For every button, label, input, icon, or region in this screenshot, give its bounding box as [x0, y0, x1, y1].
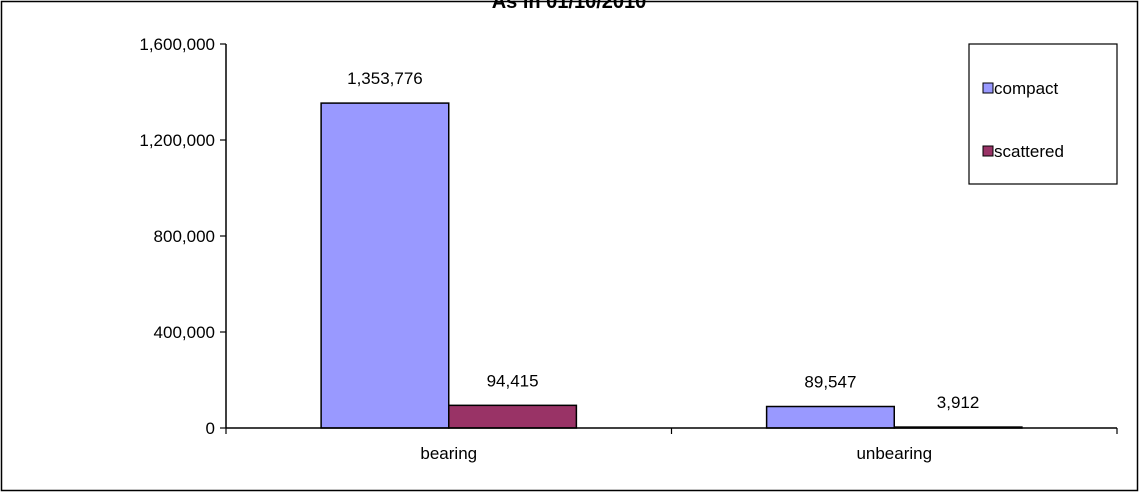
y-tick-label: 1,600,000 — [139, 35, 215, 54]
y-tick-label: 400,000 — [154, 323, 215, 342]
x-tick-label: unbearing — [856, 444, 932, 463]
x-tick-label: bearing — [420, 444, 477, 463]
y-tick-label: 1,200,000 — [139, 131, 215, 150]
data-labels: 1,353,776 94,415 89,547 3,912 — [347, 69, 979, 412]
legend-swatch-scattered — [982, 145, 994, 157]
bar-compact-unbearing — [765, 405, 896, 429]
data-label-scattered-bearing: 94,415 — [487, 371, 539, 390]
y-tick-label: 800,000 — [154, 227, 215, 246]
bar-compact-bearing — [320, 102, 450, 429]
legend-label-scattered: scattered — [994, 142, 1064, 161]
data-label-compact-bearing: 1,353,776 — [347, 69, 423, 88]
legend-swatch-compact — [982, 82, 994, 94]
chart-title: As in 01/10/2010 — [492, 0, 647, 13]
bar-scattered-bearing — [448, 404, 578, 429]
data-label-compact-unbearing: 89,547 — [804, 373, 856, 392]
data-label-scattered-unbearing: 3,912 — [937, 393, 980, 412]
legend-label-compact: compact — [994, 79, 1059, 98]
bars — [320, 102, 1023, 429]
y-axis-ticks: 0 400,000 800,000 1,200,000 1,600,000 — [139, 35, 226, 438]
legend-box — [968, 43, 1118, 185]
legend: compact scattered — [968, 43, 1118, 185]
y-tick-label: 0 — [206, 419, 215, 438]
x-axis-ticks: bearing unbearing — [225, 428, 1118, 463]
